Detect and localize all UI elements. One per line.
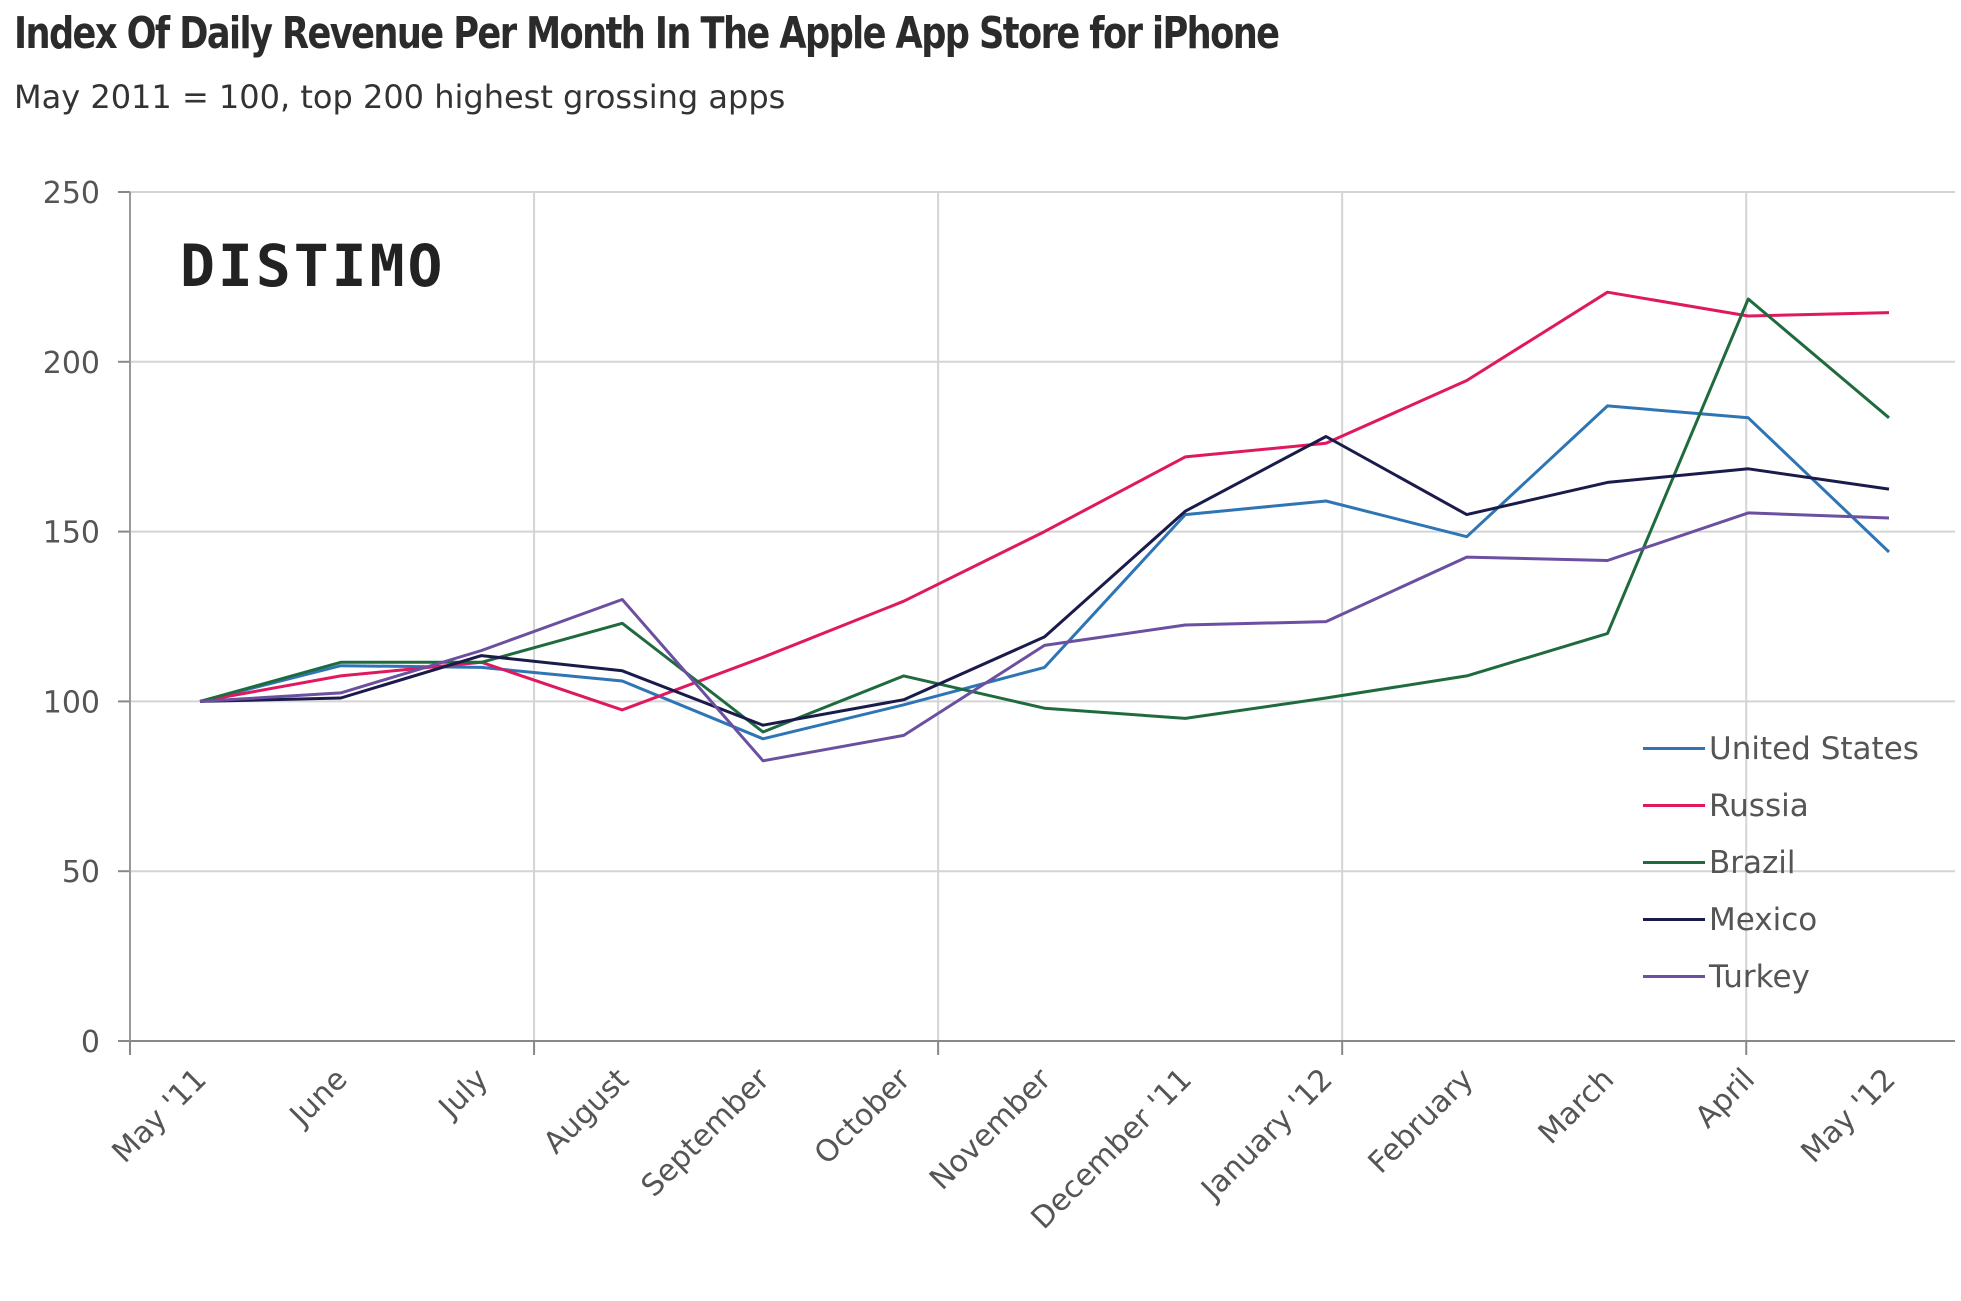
- series-line-mexico: [199, 435, 1890, 727]
- legend-swatch: [1643, 918, 1705, 921]
- y-tick-label: 100: [43, 685, 100, 720]
- x-tick-label: November: [923, 1061, 1059, 1197]
- legend-item: Russia: [1643, 777, 1919, 834]
- chart-subtitle: May 2011 = 100, top 200 highest grossing…: [14, 78, 786, 116]
- y-tick-label: 50: [62, 855, 100, 890]
- y-tick-label: 0: [81, 1025, 100, 1060]
- y-tick-label: 200: [43, 346, 100, 381]
- x-tick-label: February: [1362, 1062, 1481, 1181]
- distimo-logo: DISTIMO: [180, 232, 446, 300]
- legend-label: Mexico: [1709, 901, 1818, 938]
- x-tick-label: January '12: [1194, 1062, 1340, 1208]
- legend-swatch: [1643, 747, 1705, 750]
- series-line-united-states: [199, 404, 1891, 741]
- legend-item: United States: [1643, 720, 1919, 777]
- legend-label: Russia: [1709, 787, 1809, 824]
- chart-legend: United States Russia Brazil Mexico Turkey: [1643, 720, 1919, 1005]
- x-tick-label: October: [808, 1061, 918, 1171]
- legend-item: Brazil: [1643, 834, 1919, 891]
- legend-swatch: [1643, 861, 1705, 864]
- legend-swatch: [1643, 804, 1705, 807]
- chart-title: Index Of Daily Revenue Per Month In The …: [14, 8, 1280, 59]
- series-line-turkey: [199, 511, 1890, 763]
- y-tick-label: 250: [43, 176, 100, 211]
- x-tick-label: March: [1532, 1062, 1621, 1151]
- legend-item: Turkey: [1643, 948, 1919, 1005]
- x-tick-label: May '11: [105, 1062, 213, 1170]
- x-tick-label: May '12: [1794, 1062, 1902, 1170]
- series-line-brazil: [199, 297, 1890, 734]
- x-tick-label: September: [635, 1061, 777, 1203]
- legend-swatch: [1643, 975, 1705, 978]
- legend-label: United States: [1709, 730, 1919, 767]
- legend-label: Brazil: [1709, 844, 1796, 881]
- y-tick-label: 150: [43, 516, 100, 551]
- legend-item: Mexico: [1643, 891, 1919, 948]
- x-tick-label: July: [431, 1062, 495, 1126]
- series-line-russia: [199, 290, 1890, 712]
- x-tick-label: April: [1689, 1062, 1762, 1135]
- legend-label: Turkey: [1709, 958, 1810, 995]
- x-tick-label: June: [282, 1062, 354, 1134]
- x-tick-label: August: [537, 1062, 636, 1161]
